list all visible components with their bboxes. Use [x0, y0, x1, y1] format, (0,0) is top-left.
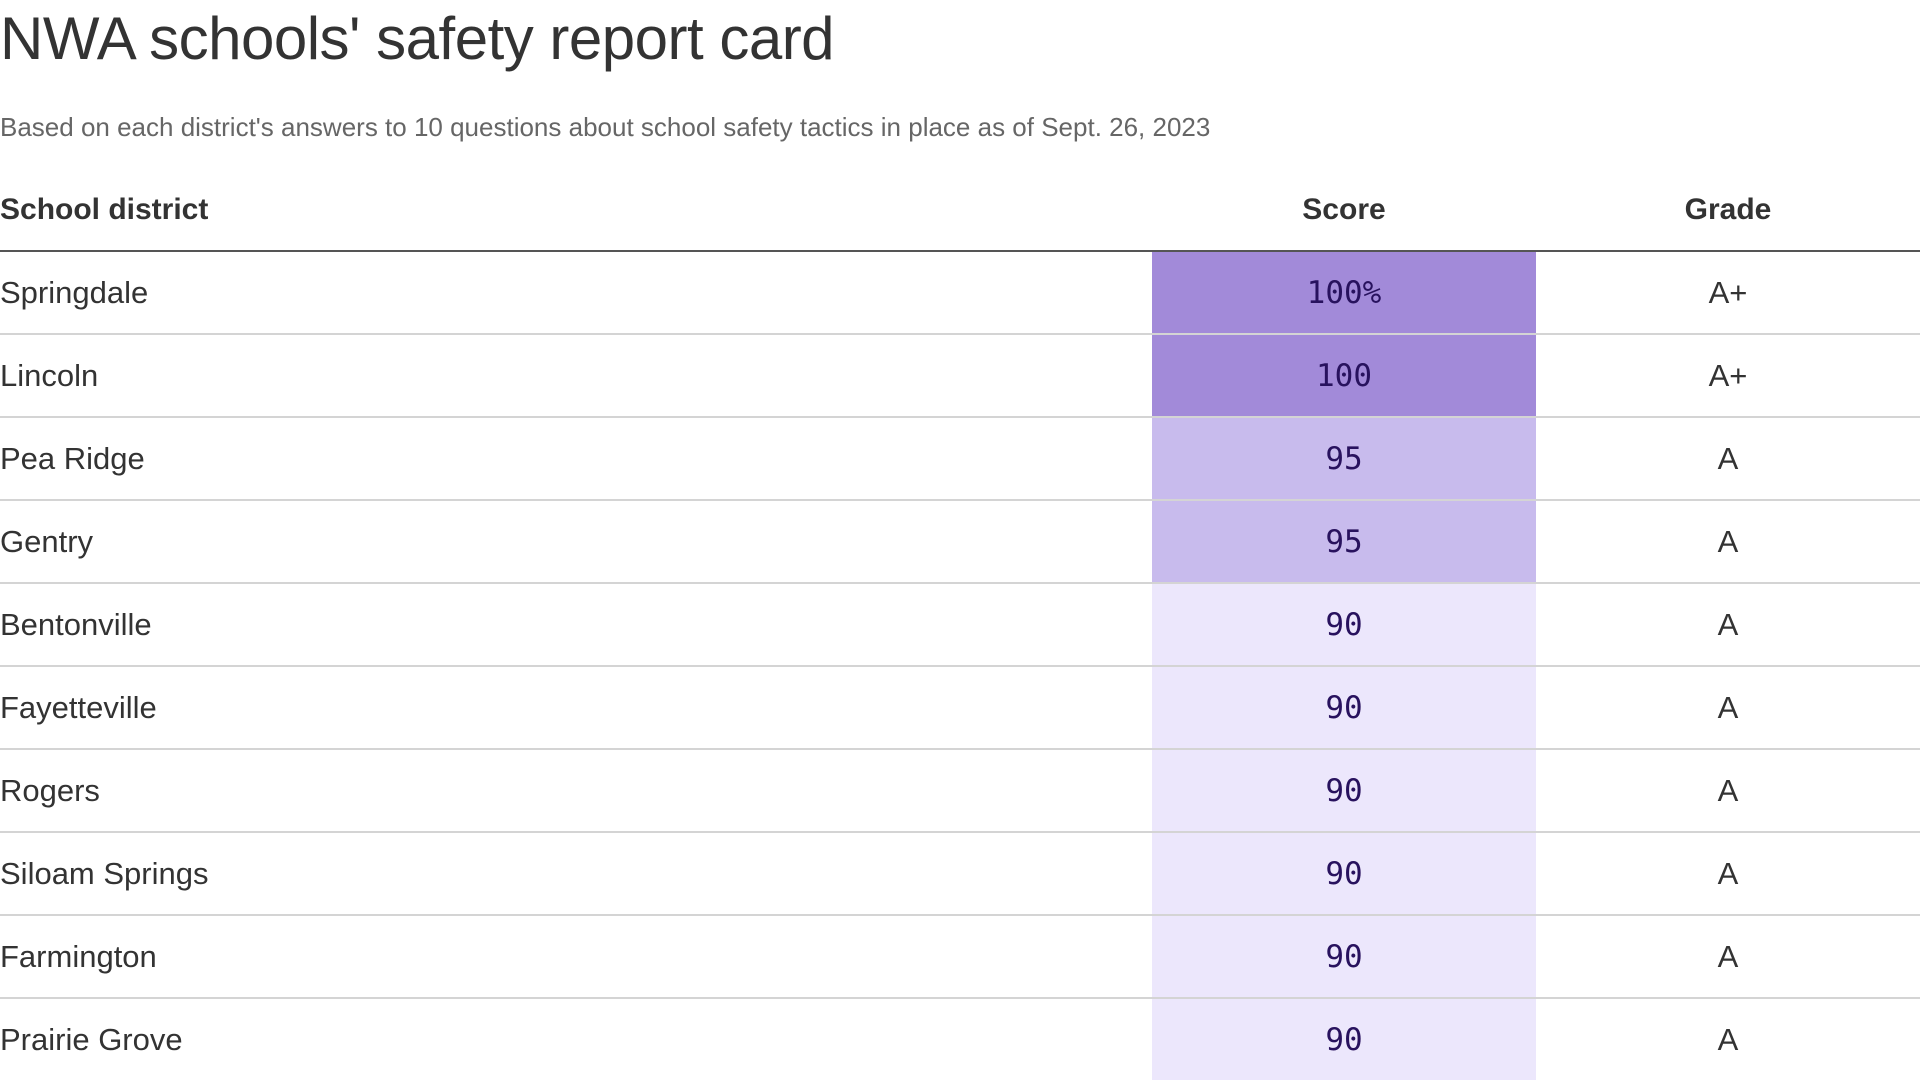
- score-cell: 100: [1152, 334, 1536, 418]
- chart-title: NWA schools' safety report card: [0, 5, 835, 72]
- table-row: Lincoln 100 A+: [0, 334, 1920, 418]
- table-row: Siloam Springs 90 A: [0, 832, 1920, 916]
- grade-cell: A: [1536, 998, 1920, 1080]
- district-name-cell: Prairie Grove: [0, 998, 1152, 1080]
- grade-cell: A+: [1536, 334, 1920, 418]
- district-name-cell: Springdale: [0, 251, 1152, 335]
- score-cell: 95: [1152, 417, 1536, 501]
- district-name-cell: Rogers: [0, 749, 1152, 833]
- score-cell: 90: [1152, 666, 1536, 750]
- column-header-district: School district: [0, 169, 1152, 252]
- grade-cell: A: [1536, 417, 1920, 501]
- score-cell: 90: [1152, 749, 1536, 833]
- score-cell: 95: [1152, 500, 1536, 584]
- score-cell: 90: [1152, 832, 1536, 916]
- district-name-cell: Lincoln: [0, 334, 1152, 418]
- district-name-cell: Pea Ridge: [0, 417, 1152, 501]
- column-header-score: Score: [1152, 169, 1536, 252]
- grade-cell: A: [1536, 500, 1920, 584]
- district-name-cell: Gentry: [0, 500, 1152, 584]
- score-cell: 90: [1152, 915, 1536, 999]
- table-row: Gentry 95 A: [0, 500, 1920, 584]
- grade-cell: A: [1536, 749, 1920, 833]
- column-header-grade: Grade: [1536, 169, 1920, 252]
- grade-cell: A: [1536, 915, 1920, 999]
- score-cell: 100%: [1152, 251, 1536, 335]
- table-row: Rogers 90 A: [0, 749, 1920, 833]
- table-row: Fayetteville 90 A: [0, 666, 1920, 750]
- table-row: Bentonville 90 A: [0, 583, 1920, 667]
- table-row: Springdale 100% A+: [0, 251, 1920, 335]
- chart-subtitle: Based on each district's answers to 10 q…: [0, 112, 1211, 142]
- district-name-cell: Siloam Springs: [0, 832, 1152, 916]
- table-row: Farmington 90 A: [0, 915, 1920, 999]
- table-row: Pea Ridge 95 A: [0, 417, 1920, 501]
- district-name-cell: Fayetteville: [0, 666, 1152, 750]
- table-body: Springdale 100% A+ Lincoln 100 A+ Pea Ridge 95 A…: [0, 251, 1920, 1080]
- header-row: School district Score Grade: [0, 169, 1920, 252]
- report-table: School district Score Grade Springdale 10…: [0, 169, 1920, 1080]
- grade-cell: A: [1536, 832, 1920, 916]
- grade-cell: A+: [1536, 251, 1920, 335]
- table-row: Prairie Grove 90 A: [0, 998, 1920, 1080]
- score-cell: 90: [1152, 583, 1536, 667]
- score-cell: 90: [1152, 998, 1536, 1080]
- district-name-cell: Farmington: [0, 915, 1152, 999]
- table-header: School district Score Grade: [0, 169, 1920, 252]
- district-name-cell: Bentonville: [0, 583, 1152, 667]
- grade-cell: A: [1536, 666, 1920, 750]
- grade-cell: A: [1536, 583, 1920, 667]
